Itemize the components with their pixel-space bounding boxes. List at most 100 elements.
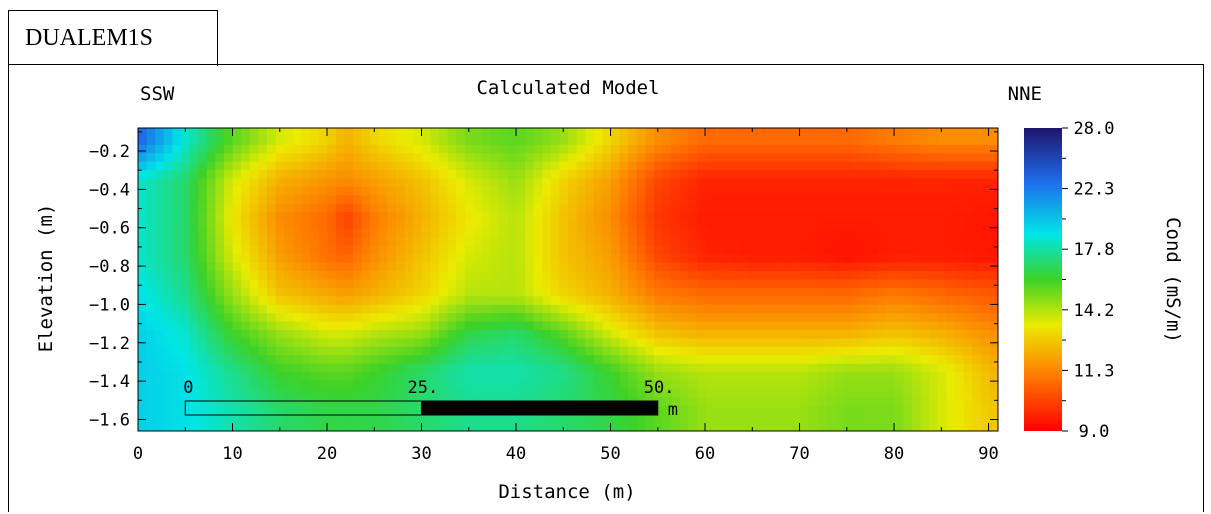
heatmap-cell bbox=[645, 346, 655, 356]
heatmap-cell bbox=[163, 144, 173, 154]
heatmap-cell bbox=[396, 271, 406, 281]
heatmap-cell bbox=[946, 372, 956, 382]
heatmap-cell bbox=[757, 237, 767, 247]
heatmap-cell bbox=[955, 380, 965, 390]
heatmap-cell bbox=[585, 287, 595, 297]
heatmap-cell bbox=[361, 220, 371, 230]
heatmap-cell bbox=[525, 279, 535, 289]
heatmap-cell bbox=[886, 128, 896, 138]
heatmap-cell bbox=[576, 161, 586, 171]
heatmap-cell bbox=[490, 212, 500, 222]
heatmap-cell bbox=[800, 296, 810, 306]
heatmap-cell bbox=[370, 186, 380, 196]
heatmap-cell bbox=[353, 128, 363, 138]
heatmap-cell bbox=[602, 170, 612, 180]
heatmap-cell bbox=[198, 161, 208, 171]
heatmap-cell bbox=[456, 279, 466, 289]
heatmap-cell bbox=[361, 405, 371, 415]
heatmap-cell bbox=[490, 380, 500, 390]
heatmap-cell bbox=[576, 321, 586, 331]
heatmap-cell bbox=[163, 237, 173, 247]
heatmap-cell bbox=[851, 330, 861, 340]
heatmap-cell bbox=[817, 304, 827, 314]
heatmap-cell bbox=[886, 330, 896, 340]
heatmap-cell bbox=[550, 313, 560, 323]
heatmap-cell bbox=[826, 296, 836, 306]
heatmap-cell bbox=[912, 212, 922, 222]
heatmap-cell bbox=[310, 237, 320, 247]
heatmap-cell bbox=[490, 128, 500, 138]
heatmap-cell bbox=[396, 229, 406, 239]
heatmap-cell bbox=[611, 220, 621, 230]
heatmap-cell bbox=[370, 304, 380, 314]
heatmap-cell bbox=[490, 422, 500, 431]
heatmap-cell bbox=[516, 195, 526, 205]
heatmap-cell bbox=[525, 414, 535, 424]
heatmap-cell bbox=[671, 346, 681, 356]
heatmap-cell bbox=[894, 161, 904, 171]
heatmap-cell bbox=[378, 380, 388, 390]
heatmap-cell bbox=[473, 287, 483, 297]
heatmap-cell bbox=[232, 355, 242, 365]
heatmap-cell bbox=[576, 330, 586, 340]
heatmap-cell bbox=[619, 229, 629, 239]
panel-tab[interactable]: DUALEM1S bbox=[8, 10, 218, 66]
heatmap-cell bbox=[542, 346, 552, 356]
heatmap-cell bbox=[387, 262, 397, 272]
heatmap-cell bbox=[963, 397, 973, 407]
heatmap-cell bbox=[421, 212, 431, 222]
heatmap-cell bbox=[989, 346, 998, 356]
heatmap-cell bbox=[851, 279, 861, 289]
heatmap-cell bbox=[215, 422, 225, 431]
heatmap-cell bbox=[748, 287, 758, 297]
heatmap-cell bbox=[430, 237, 440, 247]
heatmap-cell bbox=[344, 229, 354, 239]
heatmap-cell bbox=[757, 178, 767, 188]
heatmap-cell bbox=[972, 397, 982, 407]
heatmap-cell bbox=[671, 153, 681, 163]
heatmap-cell bbox=[834, 144, 844, 154]
heatmap-cell bbox=[731, 271, 741, 281]
heatmap-cell bbox=[533, 237, 543, 247]
heatmap-cell bbox=[507, 229, 517, 239]
heatmap-cell bbox=[817, 195, 827, 205]
heatmap-cell bbox=[447, 229, 457, 239]
heatmap-cell bbox=[456, 355, 466, 365]
heatmap-cell bbox=[869, 237, 879, 247]
heatmap-cell bbox=[138, 355, 148, 365]
heatmap-cell bbox=[335, 170, 345, 180]
heatmap-cell bbox=[447, 186, 457, 196]
heatmap-cell bbox=[894, 195, 904, 205]
heatmap-cell bbox=[464, 212, 474, 222]
heatmap-cell bbox=[705, 372, 715, 382]
heatmap-cell bbox=[869, 422, 879, 431]
heatmap-cell bbox=[645, 414, 655, 424]
heatmap-cell bbox=[740, 136, 750, 146]
heatmap-cell bbox=[800, 195, 810, 205]
heatmap-cell bbox=[894, 380, 904, 390]
heatmap-cell bbox=[507, 220, 517, 230]
heatmap-cell bbox=[937, 279, 947, 289]
heatmap-cell bbox=[215, 195, 225, 205]
heatmap-cell bbox=[361, 229, 371, 239]
heatmap-cell bbox=[894, 254, 904, 264]
heatmap-cell bbox=[731, 195, 741, 205]
heatmap-cell bbox=[163, 229, 173, 239]
heatmap-cell bbox=[353, 279, 363, 289]
heatmap-cell bbox=[757, 372, 767, 382]
heatmap-cell bbox=[937, 338, 947, 348]
heatmap-cell bbox=[679, 372, 689, 382]
heatmap-cell bbox=[843, 170, 853, 180]
heatmap-cell bbox=[533, 229, 543, 239]
scale-bar-label: 50. bbox=[644, 378, 675, 398]
heatmap-cell bbox=[396, 304, 406, 314]
heatmap-cell bbox=[335, 237, 345, 247]
heatmap-cell bbox=[722, 321, 732, 331]
heatmap-cell bbox=[834, 363, 844, 373]
heatmap-cell bbox=[877, 355, 887, 365]
heatmap-cell bbox=[860, 203, 870, 213]
heatmap-cell bbox=[679, 405, 689, 415]
heatmap-cell bbox=[671, 388, 681, 398]
heatmap-cell bbox=[740, 254, 750, 264]
heatmap-cell bbox=[439, 178, 449, 188]
